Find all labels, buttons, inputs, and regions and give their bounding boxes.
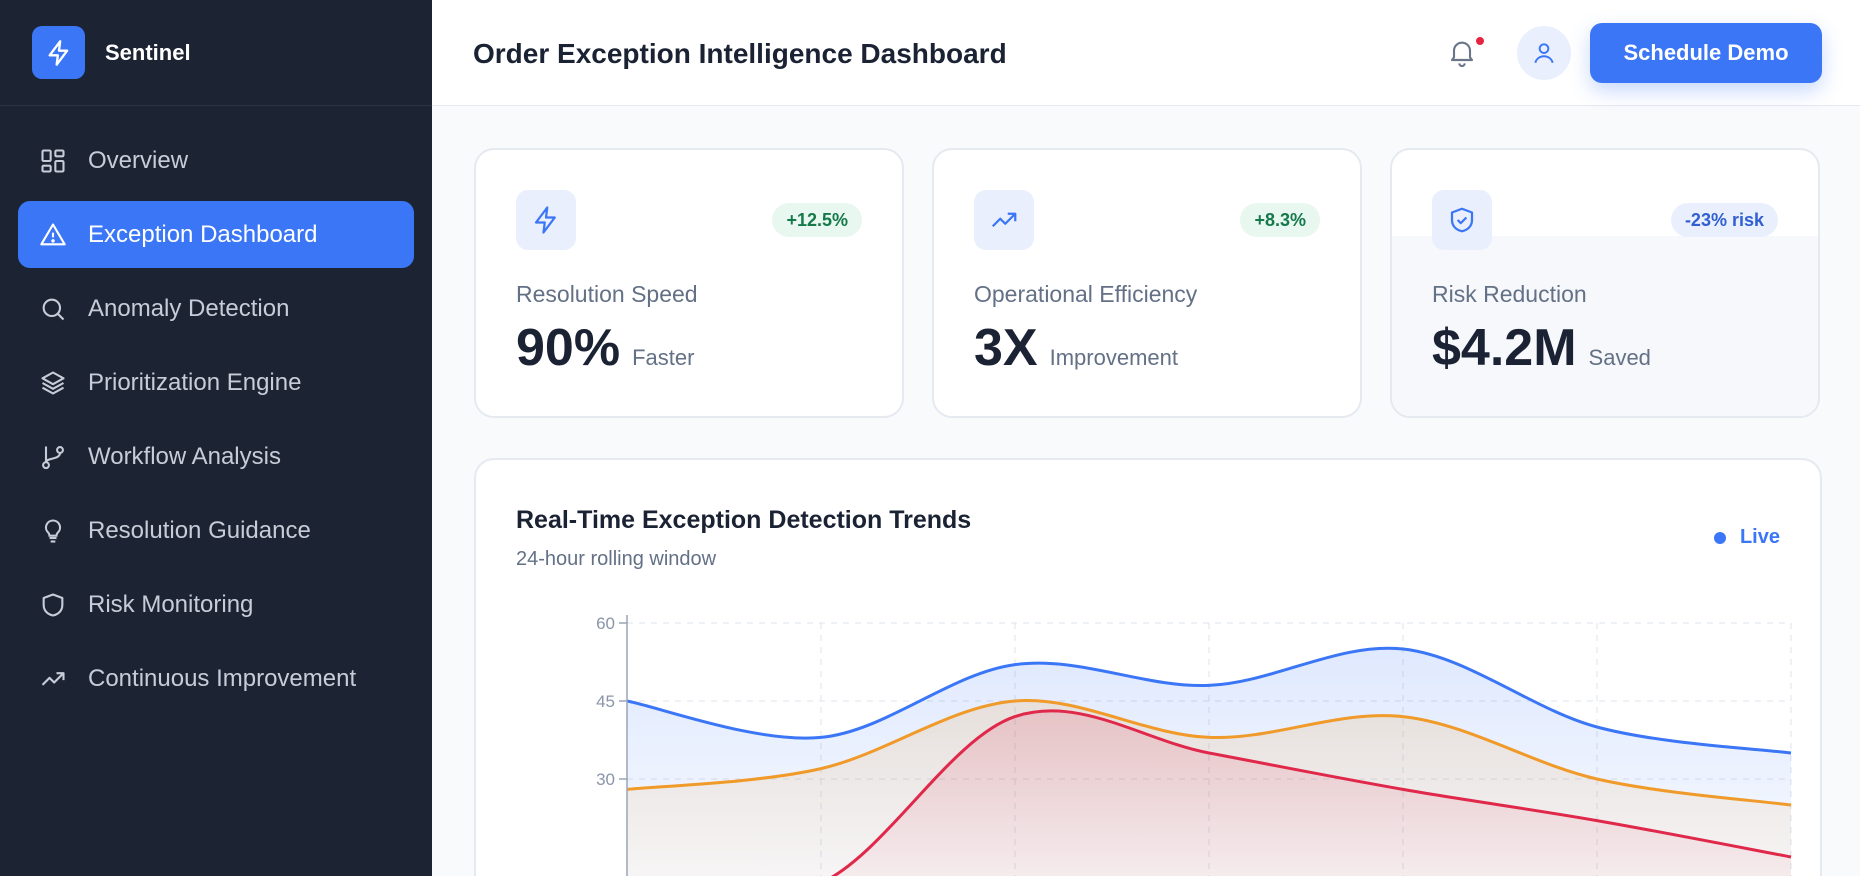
exception-trends-chart-card: Real-Time Exception Detection Trends 24-… [474,458,1822,876]
stat-label: Resolution Speed [516,281,698,307]
stat-value: 3X Improvement [974,318,1178,378]
alert-triangle-icon [38,220,68,250]
sidebar-item-resolution-guidance[interactable]: Resolution Guidance [18,497,414,564]
stat-unit: Faster [632,345,695,370]
sidebar-item-label: Exception Dashboard [88,220,318,248]
sidebar: Sentinel Overview Exception Dashboard An… [0,0,432,876]
stat-label: Operational Efficiency [974,281,1198,307]
trending-up-icon [974,190,1034,250]
trending-up-icon [38,664,68,694]
sidebar-item-exception-dashboard[interactable]: Exception Dashboard [18,201,414,268]
shield-icon [38,590,68,620]
stat-value: 90% Faster [516,318,694,378]
stat-number: $4.2M [1432,319,1577,377]
card-tint [1392,236,1818,416]
live-label: Live [1739,526,1780,548]
sidebar-item-label: Overview [88,146,189,174]
notification-dot [1474,35,1486,47]
brand[interactable]: Sentinel [0,0,432,106]
trend-chart: 60 45 30 [596,614,1792,876]
sidebar-item-overview[interactable]: Overview [18,127,414,194]
stat-number: 3X [974,319,1038,377]
sidebar-item-label: Risk Monitoring [88,590,254,618]
sidebar-item-label: Prioritization Engine [88,368,302,396]
series-line [830,709,1792,876]
lightbulb-icon [38,516,68,546]
git-branch-icon [38,442,68,472]
bolt-icon [516,190,576,250]
sidebar-item-workflow-analysis[interactable]: Workflow Analysis [18,423,414,490]
search-icon [38,294,68,324]
sidebar-item-label: Resolution Guidance [88,516,311,544]
y-tick-label: 60 [596,614,615,633]
sidebar-item-prioritization-engine[interactable]: Prioritization Engine [18,349,414,416]
stat-label: Risk Reduction [1432,281,1587,307]
sidebar-item-label: Anomaly Detection [88,294,290,322]
live-dot [1713,531,1726,544]
series-line [626,699,1792,807]
layers-icon [38,368,68,398]
sidebar-item-continuous-improvement[interactable]: Continuous Improvement [18,645,414,712]
page-title: Order Exception Intelligence Dashboard [473,38,1007,69]
bell-icon[interactable] [1446,36,1478,68]
sidebar-item-anomaly-detection[interactable]: Anomaly Detection [18,275,414,342]
top-header: Order Exception Intelligence Dashboard S… [432,0,1860,106]
series-line [626,646,1792,755]
change-badge: +8.3% [1240,203,1320,237]
grid-icon [38,146,68,176]
change-badge: -23% risk [1670,203,1778,237]
series-area [833,710,1791,876]
sidebar-item-label: Workflow Analysis [88,442,281,470]
stat-card-resolution-speed: +12.5% Resolution Speed 90% Faster [474,148,904,418]
chart-title: Real-Time Exception Detection Trends [516,506,972,534]
stat-unit: Saved [1588,345,1651,370]
sidebar-item-risk-monitoring[interactable]: Risk Monitoring [18,571,414,638]
sidebar-nav: Overview Exception Dashboard Anomaly Det… [0,106,432,712]
y-tick-label: 45 [596,692,615,711]
live-indicator[interactable]: Live [1713,526,1780,549]
stat-card-operational-efficiency: +8.3% Operational Efficiency 3X Improvem… [932,148,1362,418]
schedule-demo-button[interactable]: Schedule Demo [1590,23,1822,83]
stat-number: 90% [516,319,621,377]
shield-check-icon [1432,190,1492,250]
sidebar-item-label: Continuous Improvement [88,664,357,692]
y-tick-label: 30 [596,770,615,789]
user-icon [1534,43,1554,64]
brand-name: Sentinel [105,39,191,65]
stat-card-risk-reduction: -23% risk Risk Reduction $4.2M Saved [1390,148,1820,418]
stat-unit: Improvement [1049,345,1178,370]
user-avatar-button[interactable] [1517,26,1571,80]
stat-value: $4.2M Saved [1432,318,1651,378]
bolt-icon [32,26,85,79]
chart-subtitle: 24-hour rolling window [516,548,717,570]
change-badge: +12.5% [772,203,862,237]
